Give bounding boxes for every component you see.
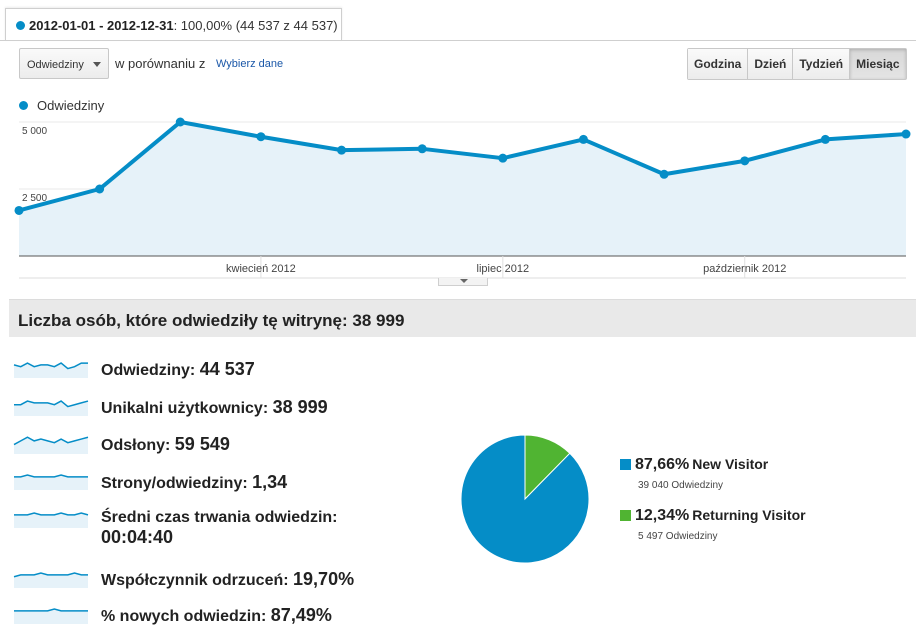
data-point [337,145,347,155]
metric-label: Unikalni użytkownicy: [101,400,269,417]
data-point [820,134,830,144]
sparkline-line [14,512,89,516]
data-point [14,205,24,215]
sparkline-area [14,363,88,378]
sparkline [13,436,89,454]
series-area [19,122,906,256]
legend-sub: 39 040 Odwiedziny [638,480,724,491]
date-range: 2012-01-01 - 2012-12-31 [29,18,174,33]
compare-label: w porównaniu z [115,56,206,71]
data-point [578,134,588,144]
data-point [659,169,669,179]
data-point [417,144,427,154]
legend-swatch-green [620,510,631,521]
date-range-share: 100,00% (44 537 z 44 537) [180,18,338,33]
legend-name: New Visitor [692,456,769,472]
metric-select-value: Odwiedziny [27,59,84,71]
sparkline-line [14,400,89,408]
summary-value: 38 999 [352,311,405,330]
legend-name: Returning Visitor [692,507,806,523]
granularity-buttons: Godzina Dzień Tydzień Miesiąc [687,48,907,80]
pie-legend-returning[interactable]: 12,34% Returning Visitor 5 497 Odwiedziny [620,507,806,542]
chevron-down-icon [93,62,101,67]
legend-swatch-blue [620,459,631,470]
series-line [18,120,907,213]
metric-label: Odwiedziny: [101,362,196,379]
sparkline-area [14,609,88,624]
metric-label: Współczynnik odrzuceń: [101,572,289,589]
data-point [498,153,508,163]
caret-down-icon [460,279,468,283]
sparkline [13,362,88,378]
sparkline [14,512,89,528]
summary-bar: Liczba osób, które odwiedziły tę witrynę… [9,299,916,337]
sparkline-area [14,401,88,416]
data-point [256,132,266,142]
data-point [175,117,185,127]
week-button[interactable]: Tydzień [793,49,851,79]
sparkline [13,572,88,588]
metric-label: % nowych odwiedzin: [101,608,267,625]
metric-value: 59 549 [174,434,230,454]
sparkline-area [14,437,88,454]
metric-value: 19,70% [293,569,355,589]
sparkline-line [13,436,89,446]
pick-data-link[interactable]: Wybierz dane [216,58,284,70]
day-button[interactable]: Dzień [748,49,794,79]
series-color-dot [16,21,25,30]
data-point [901,129,911,139]
y-tick-label: 2 500 [22,193,47,204]
sparkline [14,400,89,416]
metric-select[interactable]: Odwiedziny [19,48,109,79]
hour-button[interactable]: Godzina [688,49,749,79]
month-button[interactable]: Miesiąc [850,49,906,79]
chart-legend[interactable]: Odwiedziny [19,98,104,113]
metric-value: 1,34 [252,472,288,492]
sparkline [14,608,88,624]
metric-value: 38 999 [272,397,328,417]
legend-pct: 87,66% [635,456,690,473]
legend-dot [19,101,28,110]
pie-slice-new-visitor [460,434,590,564]
metric-value: 44 537 [199,359,255,379]
metric-value: 00:04:40 [101,527,174,547]
x-tick-label: kwiecień 2012 [226,263,296,275]
sparkline-area [14,573,88,588]
y-tick-label: 5 000 [22,126,47,137]
legend-label: Odwiedziny [37,98,105,113]
x-tick-label: październik 2012 [703,263,786,275]
legend-pct: 12,34% [635,507,690,524]
pie-legend-new[interactable]: 87,66% New Visitor 39 040 Odwiedziny [620,456,768,491]
summary-label: Liczba osób, które odwiedziły tę witrynę… [18,311,348,330]
metric-label: Odsłony: [101,437,171,454]
visitor-type-pie [460,434,590,564]
collapse-chart-toggle[interactable] [438,278,488,286]
legend-sub: 5 497 Odwiedziny [638,531,718,542]
metric-value: 87,49% [270,605,332,625]
sparkline-line [14,474,88,478]
tab-divider [0,40,916,41]
sparkline-area [14,475,88,490]
data-point [95,184,105,194]
x-tick-label: lipiec 2012 [477,263,530,275]
visits-line-chart: 2 500 5 000 kwiecień 2012 lipiec 2012 paździ… [14,117,911,279]
sparkline-line [13,362,88,370]
sparkline-line [13,572,88,578]
metric-label: Średni czas trwania odwiedzin: [101,509,338,526]
date-range-tab[interactable]: 2012-01-01 - 2012-12-31: 100,00% (44 537… [5,8,342,41]
data-point [740,156,750,166]
sparkline-line [14,608,88,612]
sparkline-area [14,513,88,528]
metric-label: Strony/odwiedziny: [101,475,248,492]
sparkline [14,474,88,490]
